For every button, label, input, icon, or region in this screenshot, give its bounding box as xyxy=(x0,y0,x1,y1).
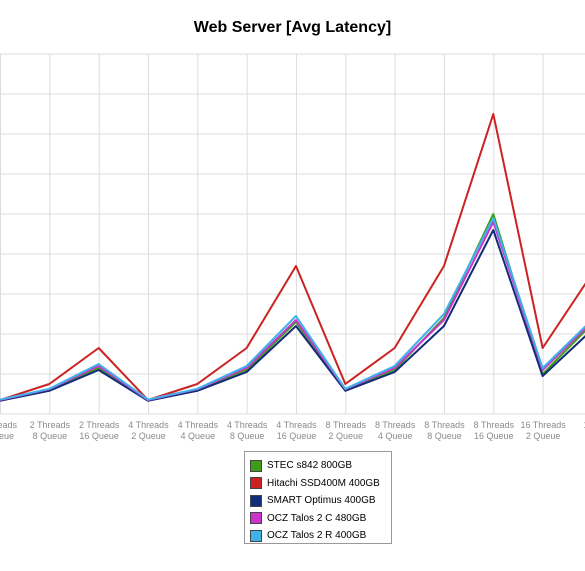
x-tick-label: 8 Threads xyxy=(424,420,465,430)
legend-item: STEC s842 800GB xyxy=(250,457,387,474)
legend-item: SMART Optimus 400GB xyxy=(250,492,387,509)
x-tick-label: Queue xyxy=(0,431,14,441)
x-tick-label: 8 Threads xyxy=(375,420,416,430)
x-tick-label: 4 Queue xyxy=(378,431,413,441)
legend-label: STEC s842 800GB xyxy=(267,460,353,471)
legend-label: OCZ Talos 2 R 400GB xyxy=(267,530,367,541)
x-tick-label: 16 Threads xyxy=(520,420,566,430)
x-tick-label: 8 Threads xyxy=(474,420,515,430)
x-tick-label: 4 Threads xyxy=(276,420,317,430)
x-tick-label: 4 Threads xyxy=(227,420,268,430)
legend-item: Hitachi SSD400M 400GB xyxy=(250,475,387,492)
legend-swatch xyxy=(250,529,262,542)
chart-title: Web Server [Avg Latency] xyxy=(193,19,392,36)
x-tick-label: 8 Queue xyxy=(230,431,265,441)
series-line-4 xyxy=(0,221,585,401)
x-tick-label: 16 T xyxy=(584,420,585,430)
legend-swatch xyxy=(250,459,262,472)
legend-swatch xyxy=(250,512,262,524)
legend-label: SMART Optimus 400GB xyxy=(267,495,376,506)
legend-label: OCZ Talos 2 C 480GB xyxy=(267,512,367,524)
x-tick-label: 16 Queue xyxy=(474,431,514,441)
x-tick-label: Threads xyxy=(0,420,18,430)
x-tick-label: 4 Queue xyxy=(181,431,216,441)
x-tick-label: 2 Queue xyxy=(329,431,364,441)
x-tick-label: 4 Threads xyxy=(128,420,169,430)
x-tick-label: 2 Threads xyxy=(30,420,71,430)
legend-label: Hitachi SSD400M 400GB xyxy=(267,477,380,489)
series-line-1 xyxy=(0,213,585,401)
legend: STEC s842 800GB Hitachi SSD400M 400GB SMAR… xyxy=(244,451,392,544)
series-line-5 xyxy=(0,217,585,401)
x-tick-label: 2 Queue xyxy=(131,431,166,441)
x-tick-label: 16 Queue xyxy=(79,431,119,441)
x-tick-label: 8 Queue xyxy=(33,431,68,441)
series-lines xyxy=(0,113,585,402)
legend-item: OCZ Talos 2 C 480GB xyxy=(250,510,387,527)
x-tick-label: 2 Threads xyxy=(79,420,120,430)
series-line-3 xyxy=(0,229,585,402)
x-tick-label: 2 Queue xyxy=(526,431,561,441)
x-tick-label: 16 Queue xyxy=(277,431,317,441)
legend-swatch xyxy=(250,494,262,507)
x-tick-label: 8 Threads xyxy=(326,420,367,430)
series-line-2 xyxy=(0,113,585,401)
x-tick-label: 8 Queue xyxy=(427,431,462,441)
legend-item: OCZ Talos 2 R 400GB xyxy=(250,527,387,544)
legend-swatch xyxy=(250,477,262,489)
x-tick-label: 4 Threads xyxy=(178,420,219,430)
